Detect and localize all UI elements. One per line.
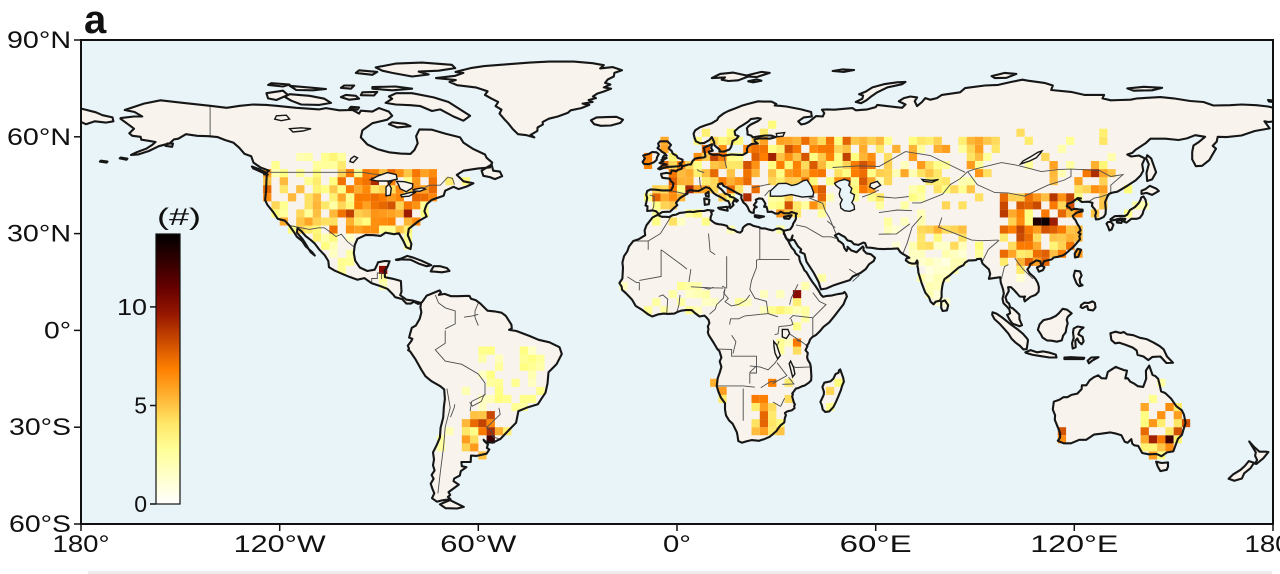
svg-text:a: a: [84, 0, 107, 42]
svg-text:5: 5: [134, 393, 147, 419]
svg-text:180°: 180°: [1245, 531, 1280, 558]
svg-text:60°W: 60°W: [440, 531, 516, 558]
svg-text:180°: 180°: [53, 531, 110, 558]
svg-text:120°E: 120°E: [1030, 531, 1118, 558]
svg-text:10: 10: [117, 294, 147, 320]
svg-text:30°N: 30°N: [7, 221, 71, 248]
svg-text:0: 0: [134, 491, 147, 517]
svg-text:60°E: 60°E: [840, 531, 912, 558]
svg-text:(#): (#): [157, 204, 201, 231]
svg-text:90°N: 90°N: [7, 27, 71, 54]
svg-text:0°: 0°: [44, 317, 71, 344]
svg-text:30°S: 30°S: [9, 414, 71, 441]
svg-text:60°N: 60°N: [7, 124, 71, 151]
svg-text:0°: 0°: [663, 531, 691, 558]
svg-text:120°W: 120°W: [234, 531, 326, 558]
svg-text:60°S: 60°S: [9, 511, 71, 538]
